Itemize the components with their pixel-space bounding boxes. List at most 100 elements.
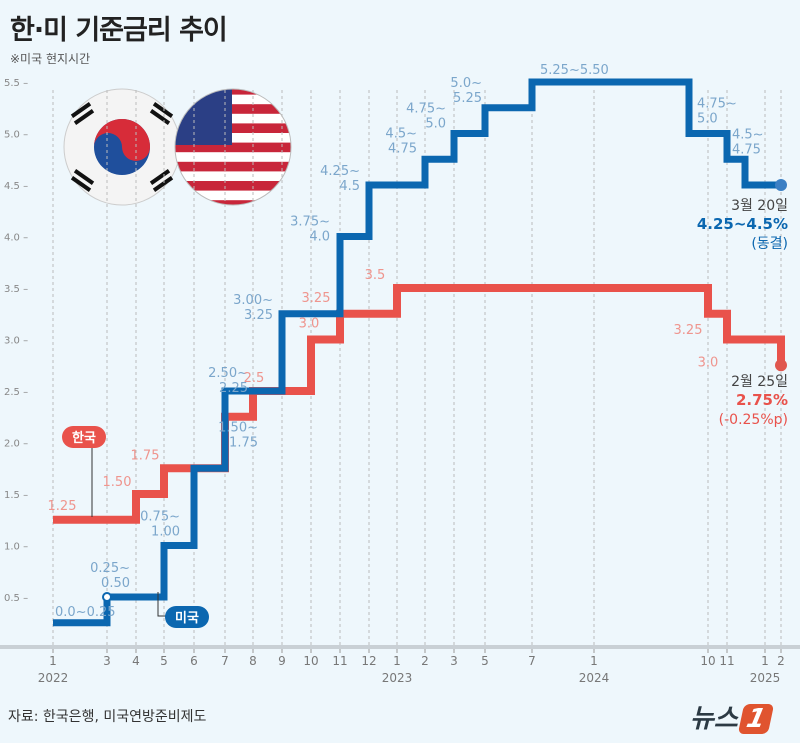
- x-tick-label: 7: [528, 654, 536, 668]
- x-tick-label: 2: [421, 654, 429, 668]
- x-tick-label: 1: [393, 654, 401, 668]
- flag-stripe: [175, 123, 291, 133]
- x-tick-label: 11: [719, 654, 734, 668]
- us-marker: [102, 592, 112, 602]
- us-legend-label: 미국: [175, 610, 199, 626]
- label-line: 5.0: [697, 112, 718, 127]
- label-line: 3.25: [244, 308, 273, 323]
- label-line: 4.5: [339, 179, 360, 194]
- label-line: 2.25: [219, 381, 248, 396]
- korea-rate-label: 3.25: [302, 291, 331, 306]
- series-lines: [53, 78, 787, 627]
- korea-rate-label: 3.5: [365, 268, 386, 283]
- korea-legend-badge: [62, 426, 106, 448]
- x-tick-label: 6: [190, 654, 198, 668]
- x-tick-label: 9: [278, 654, 286, 668]
- korea-annotation-date: 2월 25일: [731, 374, 788, 390]
- label-line: 4.0: [309, 230, 330, 245]
- x-tick-label: 12: [361, 654, 376, 668]
- label-line: 3.75~: [290, 215, 330, 230]
- us-rate-label: 4.25~ 4.5: [320, 164, 360, 194]
- x-tick-label: 1: [49, 654, 57, 668]
- label-line: 2.50~: [208, 366, 248, 381]
- korea-end-point: [775, 359, 787, 372]
- x-tick-label: 10: [700, 654, 715, 668]
- korea-legend-label: 한국: [72, 430, 96, 446]
- korea-rate-line: [53, 284, 785, 524]
- us-rate-label: 4.75~ 5.0: [406, 102, 446, 132]
- x-tick-label: 3: [450, 654, 458, 668]
- label-line: 0.0~0.25: [55, 605, 116, 620]
- flag-stripe: [175, 104, 291, 114]
- us-end-point: [775, 179, 787, 191]
- korea-rate-label: 3.0: [698, 356, 719, 371]
- y-tick-label: 3.0 –: [4, 336, 28, 347]
- label-line: 0.25~: [90, 561, 130, 576]
- korea-flag-icon: [63, 88, 181, 206]
- x-year-label: 2025: [750, 671, 781, 685]
- us-rate-label: 5.25~5.50: [540, 63, 609, 78]
- label-line: 4.75~: [697, 97, 737, 112]
- us-rate-label: 0.75~ 1.00: [140, 510, 180, 540]
- flag-stripe: [175, 181, 291, 191]
- us-legend-leader: [157, 592, 168, 617]
- label-line: 4.5~: [385, 126, 417, 141]
- x-tick-label: 5: [481, 654, 489, 668]
- y-tick-label: 1.0 –: [4, 542, 28, 553]
- us-annotation-date: 3월 20일: [731, 198, 788, 214]
- us-rate-label: 0.0~0.25: [55, 605, 116, 620]
- flag-stripe: [175, 142, 291, 153]
- x-tick-label: 8: [249, 654, 257, 668]
- label-line: 4.25~: [320, 164, 360, 179]
- label-line: 1.50~: [218, 420, 258, 435]
- page-title: 한·미 기준금리 추이: [10, 15, 228, 46]
- flag-stripe: [175, 161, 291, 172]
- korea-rate-label: 3.0: [299, 317, 320, 332]
- y-tick-label: 1.5 –: [4, 490, 28, 501]
- y-axis: 0.5 – 1.0 – 1.5 – 2.0 – 2.5 – 3.0 – 3.5 – 4.0 –…: [4, 78, 28, 604]
- label-line: 4.5~: [732, 127, 764, 142]
- y-tick-label: 4.5 –: [4, 181, 28, 192]
- us-annotation-note: (동결): [751, 236, 788, 252]
- label-line: 5.25~5.50: [540, 63, 609, 78]
- flag-stripe: [175, 200, 291, 205]
- x-tick-label: 1: [590, 654, 598, 668]
- x-tick-label: 5: [160, 654, 168, 668]
- us-rate-label: 3.00~ 3.25: [233, 293, 273, 323]
- y-tick-label: 2.5 –: [4, 387, 28, 398]
- us-rate-label: 0.25~ 0.50: [90, 561, 130, 591]
- korea-annotation-rate: 2.75%: [736, 391, 788, 409]
- korea-rate-label: 1.50: [103, 475, 132, 490]
- y-tick-label: 2.0 –: [4, 439, 28, 450]
- x-year-label: 2023: [382, 671, 413, 685]
- label-line: 3.00~: [233, 293, 273, 308]
- label-line: 4.75: [388, 141, 417, 156]
- korea-annotation-note: (-0.25%p): [719, 412, 788, 428]
- x-tick-label: 10: [303, 654, 318, 668]
- logo-number: 1: [737, 704, 775, 734]
- source-note: 자료: 한국은행, 미국연방준비제도: [8, 709, 207, 725]
- us-annotation-rate: 4.25~4.5%: [697, 215, 788, 233]
- us-rate-label: 4.5~ 4.75: [732, 127, 764, 157]
- data-labels: 0.0~0.250.25~ 0.500.75~ 1.001.50~ 1.752.50~…: [48, 63, 764, 620]
- us-rate-label: 3.75~ 4.0: [290, 215, 330, 245]
- us-flag-icon: [174, 88, 292, 206]
- label-line: 1.75: [229, 435, 258, 450]
- x-axis-line: [0, 645, 800, 649]
- x-tick-label: 11: [332, 654, 347, 668]
- logo-text: 뉴스: [690, 704, 738, 734]
- korea-rate-label: 1.75: [131, 448, 160, 463]
- x-tick-label: 1: [761, 654, 769, 668]
- y-tick-label: 0.5 –: [4, 593, 28, 604]
- x-year-label: 2024: [579, 671, 610, 685]
- subtitle: ※미국 현지시간: [10, 52, 91, 66]
- label-line: 5.0~: [450, 76, 482, 91]
- us-rate-label: 4.5~ 4.75: [385, 126, 417, 156]
- us-rate-label: 2.50~ 2.25: [208, 366, 248, 396]
- label-line: 5.25: [453, 91, 482, 106]
- us-legend-badge: [165, 606, 209, 628]
- korea-rate-label: 3.25: [674, 323, 703, 338]
- us-rate-label: 5.0~ 5.25: [450, 76, 482, 106]
